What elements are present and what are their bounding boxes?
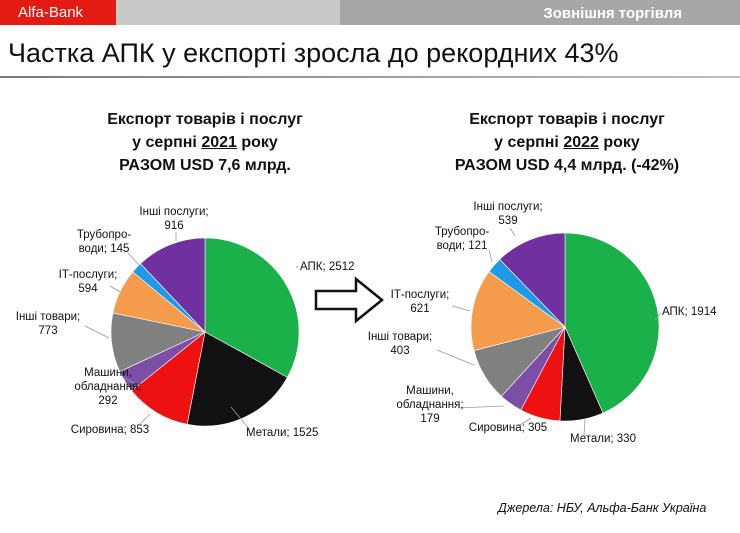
label-leader-line: [84, 325, 110, 339]
slice-label: Інші послуги; 916: [139, 206, 208, 232]
label-leader-line: [457, 405, 505, 409]
slice-label: Метали; 1525: [246, 427, 318, 439]
pie-slice: [140, 237, 206, 333]
chart-title-line3: РАЗОМ USD 7,6 млрд.: [119, 157, 291, 174]
pie-slice: [204, 237, 300, 378]
slice-label: Трубопро-води; 145: [77, 229, 132, 255]
slice-label: Трубопро-води; 121: [435, 226, 490, 252]
source-note: Джерела: НБУ, Альфа-Банк Україна: [498, 501, 707, 515]
slice-label: Сировина; 853: [71, 424, 149, 436]
label-leader-line: [139, 413, 151, 425]
title-divider: [0, 76, 740, 78]
chart-title-line1: Експорт товарів і послуг: [469, 111, 665, 128]
label-leader-line: [123, 377, 139, 386]
chart-title-line1: Експорт товарів і послуг: [107, 111, 303, 128]
chart-title-line3: РАЗОМ USD 4,4 млрд. (-42%): [454, 157, 680, 174]
label-leader-line: [295, 265, 299, 269]
page-title: Частка АПК у експорті зросла до рекордни…: [8, 38, 619, 68]
slice-label: АПК; 2512: [300, 261, 354, 273]
chart-title-line2: у серпні 2022 року: [494, 134, 640, 151]
label-leader-line: [451, 305, 471, 312]
pie-slice: [131, 331, 206, 425]
pie-chart-2022: АПК; 1914 Метали; 330 Сировина; 305 Машини,…: [368, 201, 717, 445]
slice-label: Інші послуги; 539: [473, 201, 542, 227]
label-leader-line: [230, 406, 251, 431]
pie-slice: [499, 232, 566, 328]
label-leader-line: [509, 227, 516, 237]
slice-label: Інші товари; 773: [16, 311, 80, 337]
label-leader-line: [654, 312, 662, 321]
chart-title-line2: у серпні 2021 року: [132, 134, 278, 151]
right-arrow-icon: [314, 276, 384, 324]
label-leader-line: [488, 249, 493, 263]
slice-label: ІТ-послуги; 621: [391, 289, 450, 315]
slice-label: ІТ-послуги; 594: [59, 269, 118, 295]
pie-slice: [470, 271, 566, 351]
slice-label: Сировина; 305: [469, 422, 547, 434]
label-leader-line: [127, 252, 141, 267]
label-leader-line: [436, 349, 475, 366]
chart-title-2022: Експорт товарів і послуг у серпні 2022 р…: [397, 108, 737, 177]
chart-title-2021: Експорт товарів і послуг у серпні 2021 р…: [35, 108, 375, 177]
pie-slice: [186, 331, 288, 427]
pie-chart-2021: АПК; 2512 Метали; 1525 Сировина; 853 Машини…: [16, 206, 355, 439]
section-title: Зовнішня торгівля: [340, 0, 740, 25]
slice-label: Метали; 330: [570, 433, 636, 445]
label-leader-line: [583, 417, 586, 437]
slice-label: Інші товари; 403: [368, 331, 432, 357]
slice-label: Машини, обладнання; 179: [396, 385, 463, 425]
pie-slice: [564, 232, 660, 414]
slice-label: АПК; 1914: [662, 306, 717, 318]
brand-logo: Alfa-Bank: [0, 0, 116, 25]
label-leader-line: [109, 285, 121, 293]
slice-label: Машини, обладнання; 292: [74, 367, 141, 407]
label-leader-line: [519, 417, 532, 426]
